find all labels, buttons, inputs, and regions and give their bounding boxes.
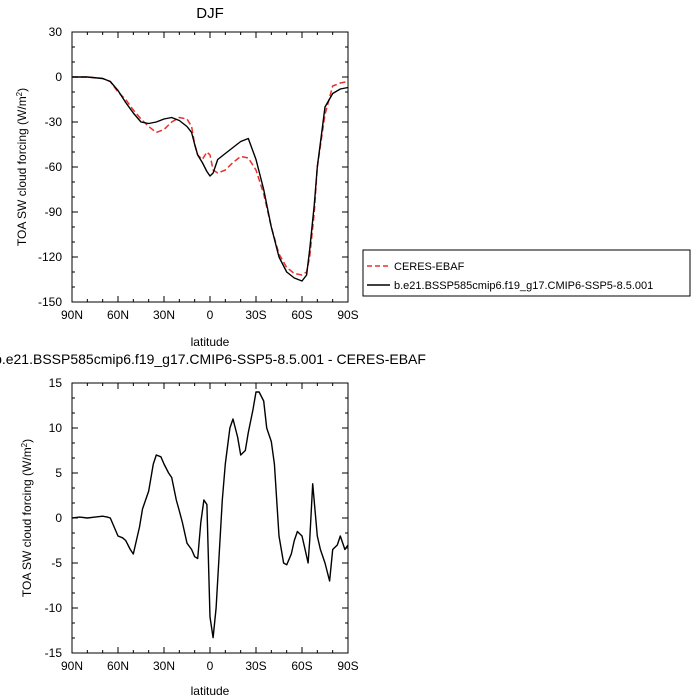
top-ylabel-tail: ) [15, 88, 29, 92]
bottom-ylabel-sup: 2 [20, 442, 29, 447]
legend-label-obs: CERES-EBAF [394, 261, 465, 273]
top-ytick-label: 0 [55, 70, 62, 84]
top-lines [72, 76, 349, 282]
top-axes: 90N 60N 30N 0 30S 60S 90S 30 0 -30 -60 -90 -120 -150 [38, 25, 359, 322]
legend-box [362, 249, 691, 297]
bottom-ytick-label: -10 [45, 601, 63, 615]
top-ylabel-main: TOA SW cloud forcing (W/m [15, 96, 29, 246]
top-xtick-label: 90S [337, 308, 358, 322]
top-series-obs-line [72, 76, 349, 276]
top-ytick-label: -30 [45, 115, 63, 129]
top-xtick-label: 0 [207, 308, 214, 322]
top-panel-title: DJF [196, 5, 224, 22]
bottom-xtick-label: 90S [337, 659, 358, 673]
bottom-axes: 90N 60N 30N 0 30S 60S 90S 15 10 5 0 -5 -10 -15 [45, 376, 359, 673]
legend-label-model: b.e21.BSSP585cmip6.f19_g17.CMIP6-SSP5-8.… [394, 280, 653, 292]
bottom-series-difference-line [71, 391, 349, 639]
top-xtick-label: 30S [245, 308, 266, 322]
bottom-xtick-label: 60S [291, 659, 312, 673]
top-xtick-label: 30N [153, 308, 175, 322]
top-ytick-label: -60 [45, 160, 63, 174]
top-ytick-label: -90 [45, 205, 63, 219]
bottom-ytick-label: 5 [55, 466, 62, 480]
svg-text:TOA SW cloud forcing (W/m2): TOA SW cloud forcing (W/m2) [20, 439, 35, 597]
bottom-panel-ylabel: TOA SW cloud forcing (W/m2) [20, 439, 35, 597]
bottom-xtick-label: 30N [153, 659, 175, 673]
bottom-ylabel-tail: ) [20, 439, 34, 443]
bottom-lines [71, 391, 349, 639]
top-ytick-label: -120 [38, 250, 62, 264]
top-xtick-label: 60N [107, 308, 129, 322]
top-xtick-label: 90N [61, 308, 83, 322]
bottom-xtick-label: 90N [61, 659, 83, 673]
bottom-ytick-label: -15 [45, 646, 63, 660]
bottom-ytick-label: 0 [55, 511, 62, 525]
bottom-panel-xlabel: latitude [191, 684, 230, 698]
bottom-panel-title: b.e21.BSSP585cmip6.f19_g17.CMIP6-SSP5-8.… [0, 351, 426, 367]
top-plot-frame [71, 31, 349, 303]
top-xtick-label: 60S [291, 308, 312, 322]
top-series-model-line [72, 76, 349, 282]
legend: CERES-EBAF b.e21.BSSP585cmip6.f19_g17.CM… [362, 249, 691, 297]
bottom-ytick-label: 10 [49, 421, 63, 435]
bottom-ylabel-main: TOA SW cloud forcing (W/m [20, 447, 34, 597]
bottom-xtick-label: 30S [245, 659, 266, 673]
top-ytick-label: 30 [49, 25, 63, 39]
bottom-xtick-label: 60N [107, 659, 129, 673]
top-panel-ylabel: TOA SW cloud forcing (W/m2) [15, 88, 30, 246]
top-panel: DJF TOA SW cloud forcing (W/m2) latitude… [15, 5, 359, 349]
bottom-xtick-label: 0 [207, 659, 214, 673]
top-panel-xlabel: latitude [191, 335, 230, 349]
svg-text:TOA SW cloud forcing (W/m2): TOA SW cloud forcing (W/m2) [15, 88, 30, 246]
bottom-panel: b.e21.BSSP585cmip6.f19_g17.CMIP6-SSP5-8.… [0, 351, 426, 698]
bottom-ytick-label: -5 [51, 556, 62, 570]
top-ylabel-sup: 2 [15, 91, 24, 96]
top-ytick-label: -150 [38, 295, 62, 309]
bottom-ytick-label: 15 [49, 376, 63, 390]
